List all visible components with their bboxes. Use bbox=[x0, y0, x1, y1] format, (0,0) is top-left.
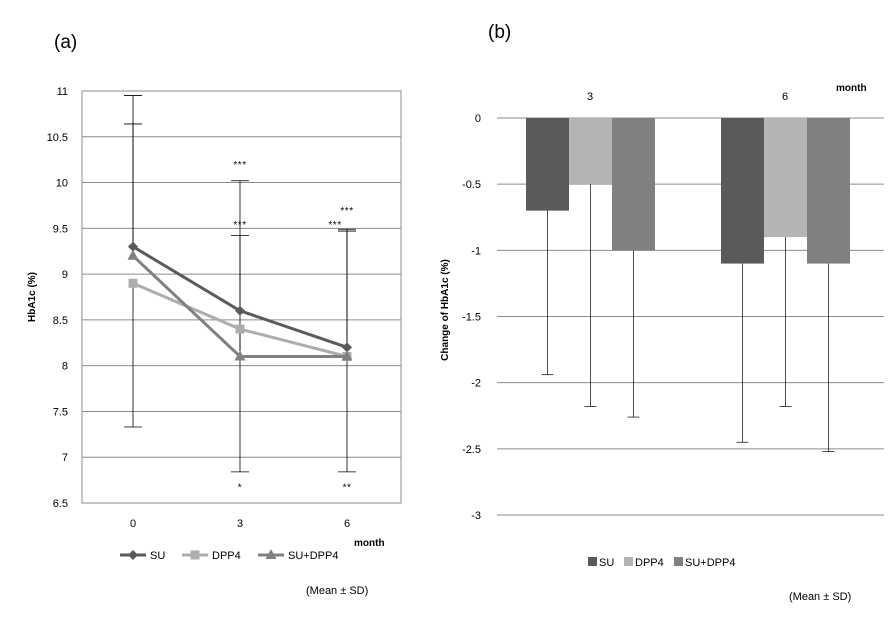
panel-b-bar bbox=[764, 118, 807, 238]
panel-a-significance-mark: *** bbox=[328, 220, 341, 231]
panel-a-significance-mark: * bbox=[238, 483, 242, 494]
panel-a-ytick-label: 8.5 bbox=[53, 315, 68, 327]
panel-b-xtick-label: 3 bbox=[587, 91, 593, 103]
panel-a-significance-mark: *** bbox=[233, 220, 246, 231]
panel-b-label: (b) bbox=[488, 22, 511, 43]
panel-b-ytick-label: -2.5 bbox=[462, 444, 481, 456]
panel-b-legend-swatch bbox=[588, 557, 597, 566]
panel-a-data-point bbox=[128, 241, 138, 252]
panel-b-bar bbox=[526, 118, 569, 211]
panel-a-xtick-label: 3 bbox=[237, 518, 243, 530]
panel-b-legend-label: SU+DPP4 bbox=[685, 557, 735, 569]
panel-a-data-point bbox=[234, 350, 246, 361]
panel-a-data-point bbox=[342, 342, 352, 353]
panel-b-legend-swatch bbox=[624, 557, 633, 566]
panel-b-bar bbox=[807, 118, 850, 264]
panel-a-legend-label: SU bbox=[150, 550, 165, 562]
panel-b-ylabel: Change of HbA1c (%) bbox=[440, 259, 451, 361]
panel-a-legend-marker bbox=[128, 550, 138, 560]
panel-b-bar bbox=[569, 118, 612, 185]
panel-b-plot: 0 -0.5 -1 -1.5 -2 -2.5 -3 3 6 SU DPP4 SU+DPP4 bbox=[462, 91, 884, 569]
panel-a-data-point bbox=[127, 249, 139, 260]
panel-b-ytick-label: 0 bbox=[475, 113, 481, 125]
panel-a-data-point bbox=[128, 278, 138, 288]
panel-a-legend-label: DPP4 bbox=[212, 550, 241, 562]
panel-a-ytick-label: 6.5 bbox=[53, 498, 68, 510]
panel-b-legend-swatch bbox=[674, 557, 683, 566]
panel-a-significance-mark: *** bbox=[340, 206, 353, 217]
panel-b-bar bbox=[721, 118, 764, 264]
panel-a-ytick-label: 11 bbox=[57, 86, 68, 98]
panel-a-xtick-label: 6 bbox=[344, 518, 350, 530]
panel-a-ylabel: HbA1c (%) bbox=[27, 272, 38, 322]
panel-b-ytick-label: -2 bbox=[471, 378, 481, 390]
panel-a-legend-marker bbox=[190, 550, 200, 560]
panel-a-legend-marker bbox=[265, 549, 277, 559]
panel-a-ytick-label: 10.5 bbox=[47, 132, 68, 144]
panel-a-xtick-label: 0 bbox=[130, 518, 136, 530]
panel-a-xlabel: month bbox=[354, 538, 385, 549]
panel-a-ytick-label: 7.5 bbox=[53, 406, 68, 418]
panel-b-legend-label: DPP4 bbox=[635, 557, 664, 569]
panel-b-xtick-label: 6 bbox=[782, 91, 788, 103]
panel-a-data-point bbox=[341, 350, 353, 361]
panel-a-ytick-label: 9.5 bbox=[53, 223, 68, 235]
panel-a-ytick-label: 9 bbox=[62, 269, 68, 281]
panel-b-ytick-label: -1.5 bbox=[462, 312, 481, 324]
panel-a-data-point bbox=[235, 305, 245, 316]
panel-b-ytick-label: -0.5 bbox=[462, 179, 481, 191]
panel-b-ytick-label: -1 bbox=[471, 245, 481, 257]
panel-a-ytick-label: 7 bbox=[62, 452, 68, 464]
panel-a-significance-mark: *** bbox=[233, 160, 246, 171]
panel-b-bar bbox=[612, 118, 655, 251]
panel-a-ytick-label: 8 bbox=[62, 361, 68, 373]
panel-b-note: (Mean ± SD) bbox=[789, 591, 851, 603]
panel-a-significance-mark: ** bbox=[343, 483, 352, 494]
panel-a-label: (a) bbox=[54, 32, 77, 53]
panel-a-ytick-label: 10 bbox=[56, 178, 68, 190]
panel-a-data-point bbox=[235, 324, 245, 334]
panel-b-xlabel: month bbox=[836, 83, 867, 94]
panel-b-ytick-label: -3 bbox=[471, 510, 481, 522]
panel-a-legend-label: SU+DPP4 bbox=[288, 550, 338, 562]
panel-a-plot-area bbox=[81, 90, 402, 504]
panel-b-legend-label: SU bbox=[599, 557, 614, 569]
panel-a-note: (Mean ± SD) bbox=[306, 585, 368, 597]
